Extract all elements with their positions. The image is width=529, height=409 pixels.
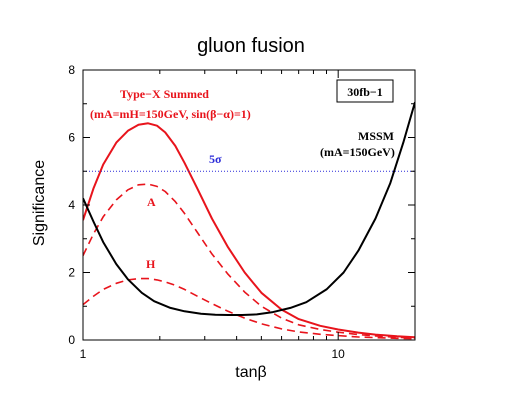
y-tick-label: 8 <box>68 63 75 77</box>
y-tick-label: 2 <box>68 266 75 280</box>
type-x-label: Type−X Summed <box>120 87 209 101</box>
mssm-label: MSSM <box>358 129 394 143</box>
plot-frame <box>82 69 416 341</box>
y-axis-label: Significance <box>31 160 48 246</box>
type-x-params-text: (mA=mH=150GeV, sin(β−α)=1) <box>90 107 251 121</box>
chart-title: gluon fusion <box>197 35 305 57</box>
y-tick-label: 0 <box>68 333 75 347</box>
y-tick-label: 6 <box>68 131 75 145</box>
mssm-params: (mA=150GeV) <box>320 145 395 159</box>
x-axis-label: tanβ <box>235 364 266 381</box>
series-line-2 <box>83 277 415 340</box>
five-sigma-label: 5σ <box>209 152 222 166</box>
luminosity-box <box>336 79 394 103</box>
series-line-1 <box>83 183 415 339</box>
x-tick-label: 1 <box>80 347 87 361</box>
type-x-params: (mA=mH=150GeV, sin(β−α)=1) <box>90 107 251 121</box>
x-tick-label: 10 <box>332 347 346 361</box>
series-line-3 <box>83 101 415 316</box>
series-label-h: H <box>146 257 156 271</box>
series-label-a: A <box>147 195 156 209</box>
y-tick-label: 4 <box>68 198 75 212</box>
series-line-0 <box>83 122 415 339</box>
luminosity-label: 30fb−1 <box>347 85 383 99</box>
